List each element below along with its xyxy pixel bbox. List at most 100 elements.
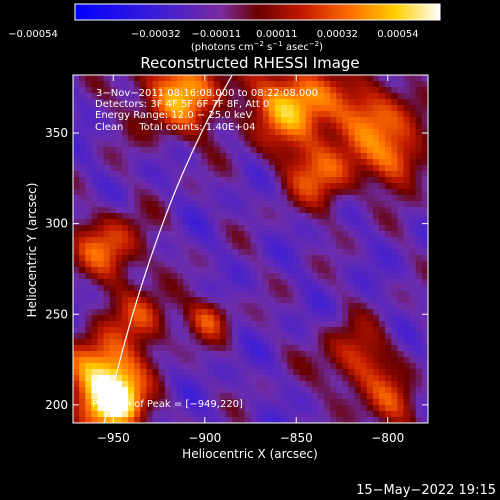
heatmap-cell (103, 213, 111, 220)
heatmap-cell (256, 417, 264, 423)
heatmap-cell (336, 237, 343, 244)
heatmap-cell (152, 207, 160, 214)
heatmap-cell (299, 75, 307, 82)
heatmap-cell (293, 297, 301, 304)
heatmap-cell (134, 117, 141, 124)
heatmap-cell (293, 237, 301, 244)
heatmap-cell (379, 153, 386, 160)
heatmap-cell (372, 291, 380, 298)
heatmap-cell (403, 225, 411, 232)
heatmap-cell (391, 159, 398, 166)
heatmap-cell (201, 213, 209, 220)
heatmap-cell (317, 291, 325, 298)
heatmap-cell (397, 111, 405, 118)
heatmap-cell (91, 129, 99, 136)
heatmap-cell (281, 399, 288, 406)
heatmap-cell (391, 201, 398, 208)
heatmap-cell (146, 303, 154, 310)
heatmap-cell (421, 87, 428, 94)
heatmap-cell (103, 279, 111, 286)
heatmap-cell (146, 339, 154, 346)
heatmap-cell (134, 243, 141, 250)
heatmap-cell (73, 213, 80, 220)
heatmap-cell (287, 297, 294, 304)
heatmap-cell (311, 93, 319, 100)
heatmap-cell (256, 153, 264, 160)
heatmap-cell (128, 399, 135, 406)
heatmap-cell (103, 321, 111, 328)
heatmap-cell (177, 405, 184, 412)
heatmap-cell (207, 393, 215, 400)
heatmap-cell (152, 345, 160, 352)
heatmap-cell (115, 267, 123, 274)
heatmap-cell (195, 189, 203, 196)
heatmap-cell (330, 189, 337, 196)
heatmap-cell (244, 345, 252, 352)
heatmap-cell (293, 111, 301, 118)
heatmap-cell (305, 255, 313, 262)
heatmap-cell (372, 303, 380, 310)
heatmap-cell (232, 81, 239, 88)
heatmap-cell (164, 123, 172, 130)
heatmap-cell (115, 279, 123, 286)
heatmap-cell (366, 75, 374, 82)
heatmap-cell (121, 225, 129, 232)
heatmap-cell (385, 417, 392, 423)
heatmap-cell (195, 105, 203, 112)
heatmap-cell (415, 267, 423, 274)
heatmap-cell (109, 177, 117, 184)
heatmap-cell (134, 285, 141, 292)
heatmap-cell (238, 117, 245, 124)
heatmap-cell (183, 117, 190, 124)
heatmap-cell (323, 153, 331, 160)
heatmap-cell (97, 387, 105, 394)
heatmap-cell (262, 321, 270, 328)
heatmap-cell (115, 309, 123, 316)
heatmap-cell (403, 285, 411, 292)
heatmap-cell (256, 345, 264, 352)
heatmap-cell (244, 405, 252, 412)
heatmap-cell (244, 195, 252, 202)
heatmap-cell (256, 117, 264, 124)
heatmap-cell (250, 93, 258, 100)
heatmap-cell (250, 75, 258, 82)
heatmap-cell (342, 291, 350, 298)
heatmap-cell (360, 321, 368, 328)
heatmap-cell (409, 111, 417, 118)
heatmap-cell (281, 141, 288, 148)
heatmap-cell (79, 333, 86, 340)
heatmap-cell (379, 111, 386, 118)
heatmap-cell (354, 183, 362, 190)
heatmap-cell (250, 285, 258, 292)
heatmap-cell (409, 381, 417, 388)
heatmap-cell (128, 291, 135, 298)
heatmap-cell (421, 75, 428, 82)
heatmap-cell (195, 363, 203, 370)
heatmap-cell (195, 171, 203, 178)
heatmap-cell (293, 81, 301, 88)
heatmap-cell (250, 183, 258, 190)
heatmap-cell (366, 123, 374, 130)
heatmap-cell (189, 267, 197, 274)
heatmap-cell (281, 297, 288, 304)
heatmap-cell (158, 333, 166, 340)
heatmap-cell (226, 159, 233, 166)
y-tick-label: 200 (45, 398, 68, 412)
heatmap-cell (287, 381, 294, 388)
heatmap-cell (366, 87, 374, 94)
heatmap-cell (91, 225, 99, 232)
heatmap-cell (360, 261, 368, 268)
heatmap-cell (85, 135, 92, 142)
heatmap-cell (336, 147, 343, 154)
heatmap-cell (146, 321, 154, 328)
heatmap-cell (170, 75, 178, 82)
heatmap-cell (415, 231, 423, 238)
heatmap-cell (366, 201, 374, 208)
heatmap-cell (103, 273, 111, 280)
heatmap-cell (146, 375, 154, 382)
heatmap-cell (354, 381, 362, 388)
heatmap-cell (201, 159, 209, 166)
heatmap-cell (317, 189, 325, 196)
heatmap-cell (79, 231, 86, 238)
heatmap-cell (134, 105, 141, 112)
